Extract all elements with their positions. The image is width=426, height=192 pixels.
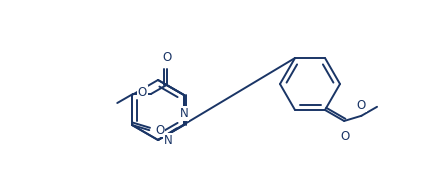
Text: O: O [357,99,366,112]
Text: N: N [180,107,188,120]
Text: O: O [162,51,171,64]
Text: N: N [164,133,173,146]
Text: O: O [138,85,147,98]
Text: O: O [155,124,164,137]
Text: O: O [340,130,350,143]
